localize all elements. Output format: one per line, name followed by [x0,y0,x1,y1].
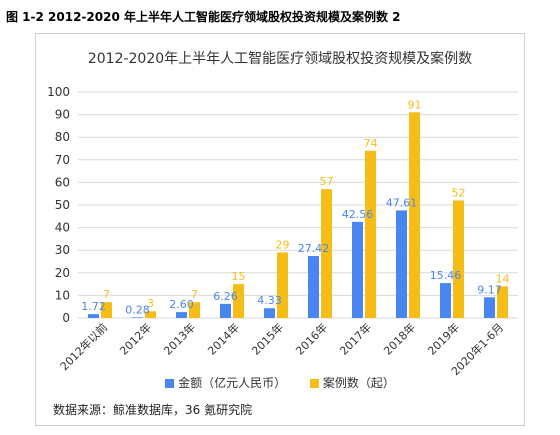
bar-cases [365,150,376,318]
data-label-cases: 29 [276,238,290,251]
legend-label-cases: 案例数（起） [322,376,395,390]
y-tick-label: 60 [55,175,70,189]
legend-item-amount: 金额（亿元人民币） [165,374,286,391]
data-label-amount: 4.33 [257,294,282,307]
bar-cases [101,302,112,318]
y-tick-label: 30 [55,243,70,257]
data-label-cases: 7 [191,288,198,301]
bar-amount [132,317,143,318]
data-label-cases: 7 [103,288,110,301]
bar-amount [308,256,319,318]
y-axis-ticks: 0 10 20 30 40 50 60 70 80 90 100 [47,85,70,325]
data-label-amount: 15.46 [430,269,462,282]
data-label-amount: 9.17 [477,283,502,296]
x-tick-label: 2012年以前 [57,320,110,373]
y-tick-label: 90 [55,108,70,122]
data-label-cases: 3 [147,297,154,310]
y-tick-label: 20 [55,266,70,280]
bar-amount [88,314,99,318]
x-tick-label: 2012年 [117,320,154,357]
data-label-cases: 91 [408,98,422,111]
bar-cases [189,302,200,318]
data-label-amount: 6.26 [213,290,238,303]
bar-amount [484,297,495,318]
x-tick-label: 2019年 [425,320,462,357]
y-tick-label: 100 [47,85,70,99]
bar-cases [277,252,288,318]
bar-cases [321,189,332,318]
y-tick-label: 80 [55,130,70,144]
figure-caption: 图 1-2 2012-2020 年上半年人工智能医疗领域股权投资规模及案例数 2 [6,10,401,24]
x-tick-label: 2016年 [293,320,330,357]
data-label-amount: 2.60 [169,298,194,311]
bar-amount [396,210,407,318]
legend-label-amount: 金额（亿元人民币） [178,376,287,390]
data-label-cases: 14 [496,272,510,285]
data-label-cases: 52 [452,186,466,199]
bar-cases [409,112,420,318]
bars [88,112,508,318]
y-tick-label: 40 [55,221,70,235]
data-label-amount: 47.61 [386,196,418,209]
y-tick-label: 10 [55,288,70,302]
data-label-cases: 74 [364,137,378,150]
bar-cases [145,311,156,318]
grid-lines [78,91,518,319]
data-label-amount: 0.28 [125,303,150,316]
legend: 金额（亿元人民币） 案例数（起） [36,374,524,391]
bar-cases [497,286,508,318]
x-tick-label: 2013年 [161,320,198,357]
bar-amount [440,283,451,318]
source-note: 数据来源：鲸准数据库，36 氪研究院 [53,403,253,417]
chart-title: 2012-2020年上半年人工智能医疗领域股权投资规模及案例数 [87,51,473,67]
data-label-cases: 57 [320,175,334,188]
data-label-cases: 15 [232,270,246,283]
bar-amount [176,312,187,318]
x-axis-ticks: 2012年以前 2012年 2013年 2014年 2015年 2016年 2017年 201… [57,320,506,378]
bar-amount [264,308,275,318]
x-tick-label: 2015年 [249,320,286,357]
chart-panel: 2012-2020年上半年人工智能医疗领域股权投资规模及案例数 0 10 20 30 4… [35,33,525,426]
x-tick-label: 2017年 [337,320,374,357]
data-label-amount: 42.56 [342,208,374,221]
bar-amount [352,221,363,318]
data-label-amount: 27.42 [298,242,330,255]
y-tick-label: 50 [55,198,70,212]
bar-amount [220,303,231,318]
data-label-amount: 1.72 [81,300,106,313]
bar-cases [453,200,464,318]
y-tick-label: 70 [55,153,70,167]
bar-cases [233,284,244,318]
legend-swatch-amount [165,379,175,388]
x-tick-label: 2014年 [205,320,242,357]
legend-swatch-cases [309,379,319,388]
x-tick-label: 2018年 [381,320,418,357]
y-tick-label: 0 [62,311,70,325]
legend-item-cases: 案例数（起） [309,374,395,391]
